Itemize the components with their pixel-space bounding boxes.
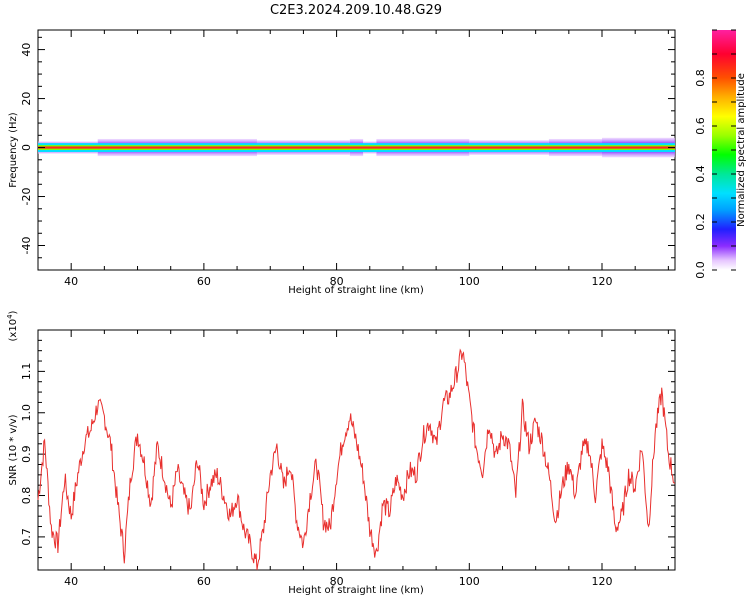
y-tick-label: 0.9: [20, 445, 33, 463]
band-core: [38, 146, 675, 149]
x-tick-label: 60: [197, 575, 211, 588]
x-tick-label: 120: [592, 575, 613, 588]
y-tick-label: 0.8: [20, 487, 33, 505]
y-tick-label: 0.7: [20, 528, 33, 546]
x-tick-label: 100: [459, 575, 480, 588]
y-tick-label: 40: [20, 43, 33, 57]
snr-series-line: [37, 348, 676, 571]
snr-ticks: [37, 329, 675, 570]
colorbar-tick-label: 0.6: [694, 117, 707, 135]
x-tick-label: 120: [592, 275, 613, 288]
y-tick-label: 0: [20, 144, 33, 151]
spectrogram-tick-labels: 40 60 80 100 120 40 20 0 -20 -40: [20, 43, 613, 288]
spectral-band: [38, 137, 675, 158]
snr-panel: 40 60 80 100 120 0.7 0.8 0.9 1.0 1.1 Height of st…: [6, 310, 676, 596]
colorbar-tick-label: 0.4: [694, 165, 707, 183]
figure-title: C2E3.2024.209.10.48.G29: [270, 3, 442, 18]
snr-scale-label: (x104): [6, 310, 19, 341]
x-tick-label: 80: [330, 275, 344, 288]
spectrogram-panel: 40 60 80 100 120 40 20 0 -20 -40 Height of straig…: [8, 29, 676, 296]
snr-tick-labels: 40 60 80 100 120 0.7 0.8 0.9 1.0 1.1: [20, 363, 613, 588]
y-tick-label: -20: [20, 188, 33, 206]
colorbar-ticks: 0.0 0.2 0.4 0.6 0.8: [694, 29, 736, 279]
colorbar-label: Normalized spectral amplitude: [736, 73, 747, 227]
spectrogram-y-label: Frequency (Hz): [8, 112, 19, 188]
x-tick-label: 60: [197, 275, 211, 288]
colorbar-tick-label: 0.0: [694, 261, 707, 279]
colorbar: 0.0 0.2 0.4 0.6 0.8 Normalized spectral ampl…: [694, 29, 747, 279]
x-tick-label: 40: [64, 575, 78, 588]
colorbar-tick-label: 0.8: [694, 69, 707, 87]
y-tick-label: 20: [20, 92, 33, 106]
x-tick-label: 80: [330, 575, 344, 588]
snr-y-label: SNR (10 * v/v): [8, 414, 19, 485]
y-tick-label: 1.1: [20, 363, 33, 381]
snr-x-label: Height of straight line (km): [288, 585, 424, 596]
spectrogram-ticks: [37, 30, 675, 271]
x-tick-label: 100: [459, 275, 480, 288]
spectrogram-x-label: Height of straight line (km): [288, 285, 424, 296]
y-tick-label: -40: [20, 237, 33, 255]
snr-frame: [37, 329, 676, 571]
colorbar-tick-label: 0.2: [694, 213, 707, 231]
x-tick-label: 40: [64, 275, 78, 288]
y-tick-label: 1.0: [20, 404, 33, 422]
